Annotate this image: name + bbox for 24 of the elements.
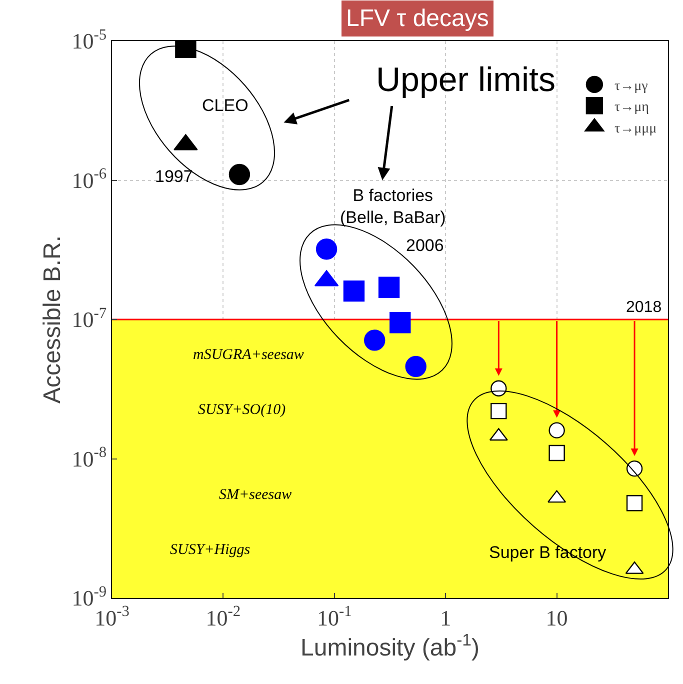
annotation: B factories (Belle, BaBar) [340,186,446,228]
annotation: SUSY+SO(10) [198,402,286,418]
legend-label: τ→μμμ [614,121,657,136]
annotation: SM+seesaw [219,487,292,503]
x-axis-title: Luminosity (ab$^{-1}$) [300,630,480,662]
x-tick-label: 10$^{-1}$ [316,603,352,630]
y-tick-label: 10$^{-6}$ [72,166,107,193]
legend-label: τ→μη [614,100,649,116]
legend-label: τ→μγ [614,78,648,94]
y-tick-label: 10$^{-7}$ [72,304,107,332]
annotation: 2018 [626,299,662,316]
annotation: Upper limits [376,61,556,99]
y-axis-title: Accessible B.R. [38,235,66,404]
y-tick-label: 10$^{-8}$ [72,444,107,472]
annotation: 1997 [155,167,193,186]
x-tick-label: 10$^{-2}$ [206,603,241,630]
y-tick-label: 10$^{-5}$ [72,26,107,54]
annotation: SUSY+Higgs [170,542,250,558]
annotation: 2006 [406,236,444,255]
annotation: CLEO [202,96,248,115]
x-tick-label: 1 [440,605,452,630]
chart-title: LFV τ decays [346,5,489,32]
x-tick-label: 10 [546,605,568,630]
annotation: mSUGRA+seesaw [193,347,304,363]
